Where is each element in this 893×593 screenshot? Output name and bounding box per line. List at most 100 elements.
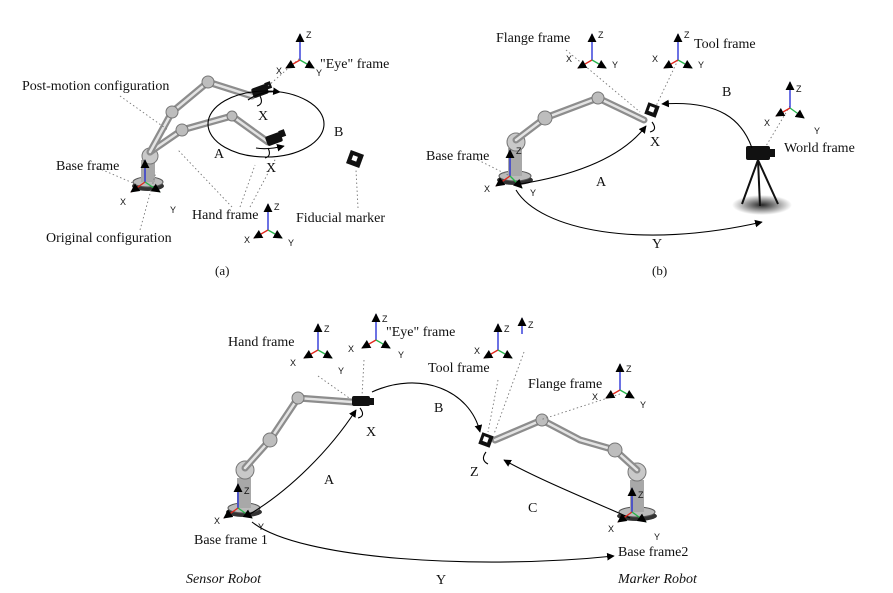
- eye-frame-label: "Eye" frame: [386, 325, 455, 340]
- axis-x-label: X: [566, 54, 572, 64]
- camera-icon: [265, 129, 287, 146]
- world-frame-label: World frame: [784, 141, 855, 156]
- axis-y-label: Y: [814, 126, 820, 136]
- base-frame-label: Base frame: [56, 159, 119, 174]
- axes-flange-b: Z X Y: [566, 30, 618, 70]
- axis-z-label: Z: [684, 30, 690, 40]
- axis-x-label: X: [484, 184, 490, 194]
- curl-x-b: [649, 121, 656, 133]
- transform-X-label: X: [258, 109, 268, 124]
- sensor-robot-label: Sensor Robot: [186, 572, 262, 587]
- sensor-robot: [226, 391, 374, 517]
- base-frame1-label: Base frame 1: [194, 533, 268, 548]
- camera-icon: [352, 396, 370, 406]
- axes-base-a: X Y: [120, 159, 176, 215]
- axis-z-label: Z: [638, 490, 644, 500]
- arrow-Y-c: [251, 521, 615, 563]
- axes-eye-a: Z X Y: [276, 30, 322, 78]
- axes-world-b: Z X Y: [764, 81, 820, 136]
- robot-arm-b: [512, 91, 648, 144]
- axis-y-label: Y: [316, 68, 322, 78]
- transform-X-label: X: [650, 135, 660, 150]
- axis-z-label: Z: [516, 146, 522, 156]
- axis-z-label: Z: [504, 324, 510, 334]
- axis-z-label: Z: [274, 202, 280, 212]
- transform-B-label: B: [722, 85, 731, 100]
- curl-z-c: [482, 451, 489, 465]
- arrow-post-to-eye: [247, 87, 281, 101]
- axis-y-label: Y: [398, 350, 404, 360]
- axes-tool-c: Z X: [474, 323, 513, 359]
- axis-y-label: Y: [612, 60, 618, 70]
- axis-y-label: Y: [530, 188, 536, 198]
- axis-y-label: Y: [338, 366, 344, 376]
- arrow-C-c: [503, 459, 631, 519]
- panel-b: Z X Y Z X Y Z X Y Z X Y Flange: [426, 30, 855, 278]
- fiducial-marker-label: Fiducial marker: [296, 211, 385, 226]
- hand-frame-label: Hand frame: [228, 335, 294, 350]
- axis-x-label: X: [592, 392, 598, 402]
- post-motion-label: Post-motion configuration: [22, 79, 169, 94]
- eye-frame-label: "Eye" frame: [320, 57, 389, 72]
- axis-x-label: X: [244, 235, 250, 245]
- axis-y-label: Y: [288, 238, 294, 248]
- axes-tool-b: Z X Y: [652, 30, 704, 70]
- axis-x-label: X: [608, 524, 614, 534]
- robot-arm-post-motion: [146, 75, 256, 156]
- axes-hand-a: Z X Y: [244, 202, 294, 248]
- axis-y-label: Y: [654, 532, 660, 542]
- flange-frame-label: Flange frame: [496, 31, 570, 46]
- axis-x-label: X: [348, 344, 354, 354]
- marker-robot: [478, 413, 657, 521]
- transform-A-label: A: [324, 473, 335, 488]
- fiducial-marker-icon: [346, 150, 364, 168]
- axis-z-label: Z: [528, 320, 534, 330]
- transform-Z-label: Z: [470, 465, 479, 480]
- axis-x-label: X: [652, 54, 658, 64]
- curl-x1: [256, 95, 263, 107]
- axes-flange-c: Z: [517, 317, 534, 334]
- flange-frame-label: Flange frame: [528, 377, 602, 392]
- axes-base2-c: Z X Y: [608, 487, 660, 542]
- axis-y-label: Y: [170, 205, 176, 215]
- axis-y-label: Y: [258, 522, 264, 532]
- axis-z-label: Z: [324, 324, 330, 334]
- axis-y-label: Y: [698, 60, 704, 70]
- curl-x2: [264, 147, 271, 159]
- axes-base1-c: Z X Y: [214, 483, 264, 532]
- hand-frame-label: Hand frame: [192, 208, 258, 223]
- arrow-A-b: [519, 125, 647, 185]
- marker-robot-label: Marker Robot: [617, 572, 698, 587]
- axes-base-b: Z X Y: [484, 146, 536, 198]
- axis-x-label: X: [764, 118, 770, 128]
- transform-B-label: B: [334, 125, 343, 140]
- panel-a: Z X Y X Y Z X Y "Eye" frame Post-motion …: [22, 30, 389, 278]
- axis-x-label: X: [474, 346, 480, 356]
- transform-A-label: A: [596, 175, 607, 190]
- axis-y-label: Y: [640, 400, 646, 410]
- transform-C-label: C: [528, 501, 537, 516]
- axis-z-label: Z: [796, 84, 802, 94]
- axis-z-label: Z: [382, 314, 388, 324]
- transform-B-label: B: [434, 401, 443, 416]
- base-frame-label: Base frame: [426, 149, 489, 164]
- axis-x-label: X: [276, 66, 282, 76]
- arrow-hand-to-eye: [255, 143, 285, 152]
- axes-flange2-c: Z X Y: [592, 363, 646, 410]
- axis-x-label: X: [214, 516, 220, 526]
- arrow-B-b: [661, 99, 753, 149]
- transform-Y-label: Y: [436, 573, 446, 588]
- transform-X-label: X: [366, 425, 376, 440]
- axis-z-label: Z: [306, 30, 312, 40]
- tool-frame-label: Tool frame: [428, 361, 490, 376]
- robot-arm-original: [146, 110, 272, 156]
- axes-hand-c: Z X Y: [290, 323, 344, 376]
- fiducial-marker-icon: [644, 102, 660, 118]
- transform-X-label: X: [266, 161, 276, 176]
- base-frame2-label: Base frame2: [618, 545, 688, 560]
- arrow-B-c: [371, 382, 483, 433]
- axis-z-label: Z: [598, 30, 604, 40]
- original-config-label: Original configuration: [46, 231, 172, 246]
